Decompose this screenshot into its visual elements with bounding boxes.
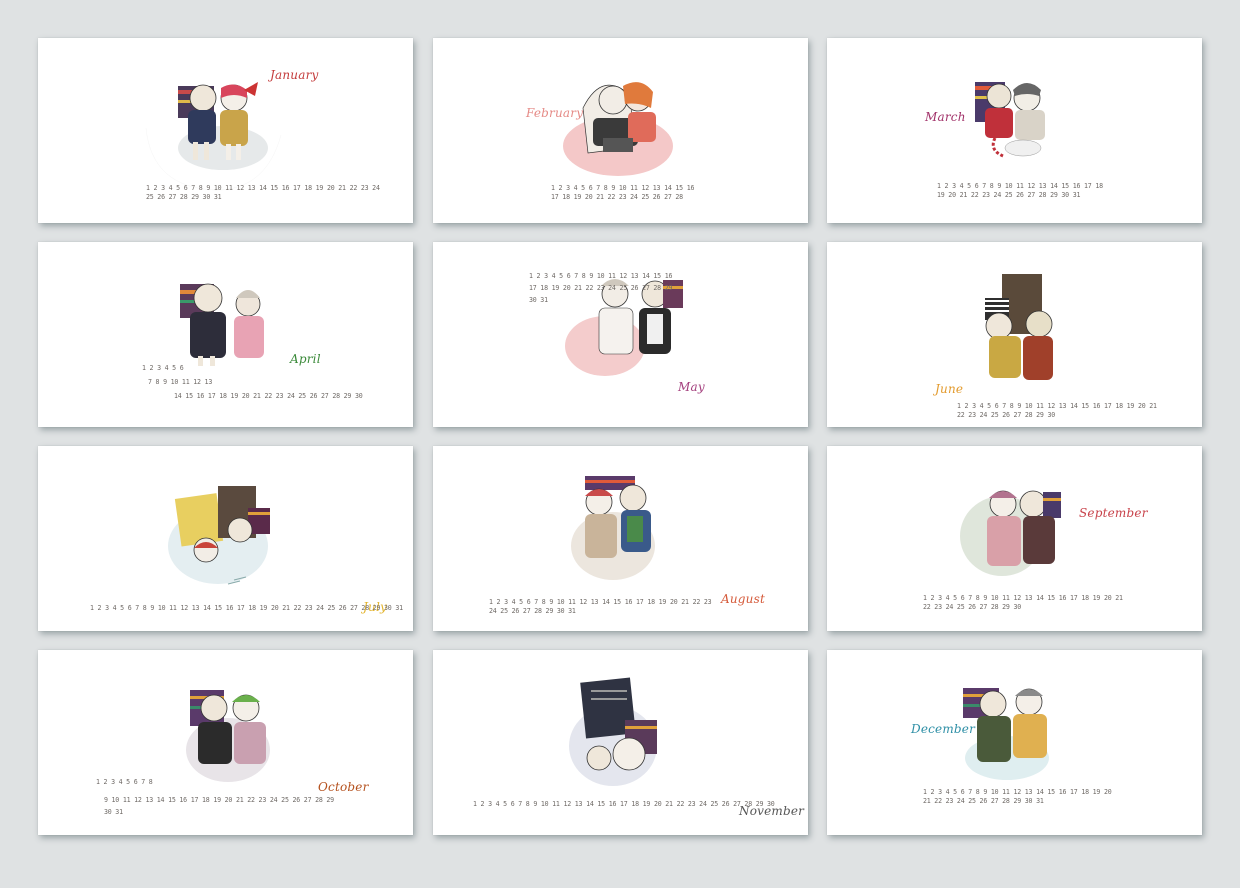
calendar-card-april: April 1 2 3 4 5 6 7 8 9 10 11 12 13 14 1… [38,242,413,427]
calendar-card-may: May 1 2 3 4 5 6 7 8 9 10 11 12 13 14 15 … [433,242,808,427]
day-numbers: 1 2 3 4 5 6 7 8 9 10 11 12 13 14 15 16 1… [90,604,403,612]
calendar-card-march: March 1 2 3 4 5 6 7 8 9 10 11 12 13 14 1… [827,38,1202,223]
month-name: May [678,380,705,394]
month-name: March [925,110,966,124]
couple-illustration [145,82,282,191]
couple-illustration [569,677,657,786]
day-numbers: 1 2 3 4 5 6 7 8 9 10 11 12 13 14 15 16 1… [923,788,1112,805]
day-numbers: 1 2 3 4 5 6 7 8 9 10 11 12 13 14 15 16 1… [146,184,380,201]
month-name: February [526,106,584,120]
calendar-card-june: June 1 2 3 4 5 6 7 8 9 10 11 12 13 14 15… [827,242,1202,427]
day-numbers: 1 2 3 4 5 6 7 8 9 10 11 12 13 14 15 16 1… [937,182,1103,199]
couple-illustration [168,486,270,585]
month-name: January [270,68,319,82]
couple-illustration [186,690,270,782]
month-name: July [363,600,387,614]
couple-illustration [960,490,1061,576]
day-numbers-line2: 7 8 9 10 11 12 13 [148,378,213,386]
day-numbers: 1 2 3 4 5 6 7 8 9 10 11 12 13 14 15 16 1… [529,272,673,304]
couple-illustration [985,274,1053,380]
couple-illustration [180,283,264,366]
day-numbers: 1 2 3 4 5 6 7 8 9 10 11 12 13 14 15 16 1… [957,402,1157,419]
calendar-card-december: December 1 2 3 4 5 6 7 8 9 10 11 12 13 1… [827,650,1202,835]
calendar-card-january: January 1 2 3 4 5 6 7 8 9 10 11 12 13 14… [38,38,413,223]
month-name: September [1079,506,1148,520]
couple-illustration [565,279,683,376]
month-name: November [739,804,805,818]
month-name: June [935,382,964,396]
day-numbers-line3: 14 15 16 17 18 19 20 21 22 23 24 25 26 2… [174,392,363,400]
calendar-card-july: July 1 2 3 4 5 6 7 8 9 10 11 12 13 14 15… [38,446,413,631]
month-name: October [318,780,369,794]
couple-illustration [963,688,1049,780]
day-numbers: 1 2 3 4 5 6 7 8 9 10 11 12 13 14 15 16 1… [923,594,1123,611]
day-numbers-line2: 9 10 11 12 13 14 15 16 17 18 19 20 21 22… [104,796,334,816]
couple-illustration [975,82,1045,158]
month-name: December [911,722,976,736]
calendar-card-november: November 1 2 3 4 5 6 7 8 9 10 11 12 13 1… [433,650,808,835]
day-numbers: 1 2 3 4 5 6 7 8 9 10 11 12 13 14 15 16 1… [489,598,712,615]
calendar-card-october: October 1 2 3 4 5 6 7 8 9 10 11 12 13 14… [38,650,413,835]
day-numbers-line1: 1 2 3 4 5 6 7 8 [96,778,153,786]
day-numbers: 1 2 3 4 5 6 7 8 9 10 11 12 13 14 15 16 1… [551,184,695,201]
month-name: August [721,592,765,606]
calendar-card-august: August 1 2 3 4 5 6 7 8 9 10 11 12 13 14 … [433,446,808,631]
couple-illustration [571,476,655,580]
calendar-card-september: September 1 2 3 4 5 6 7 8 9 10 11 12 13 … [827,446,1202,631]
couple-illustration [563,82,673,176]
day-numbers-line1: 1 2 3 4 5 6 [142,364,184,372]
calendar-card-february: February 1 2 3 4 5 6 7 8 9 10 11 12 13 1… [433,38,808,223]
day-numbers: 1 2 3 4 5 6 7 8 9 10 11 12 13 14 15 16 1… [473,800,775,808]
month-name: April [290,352,321,366]
